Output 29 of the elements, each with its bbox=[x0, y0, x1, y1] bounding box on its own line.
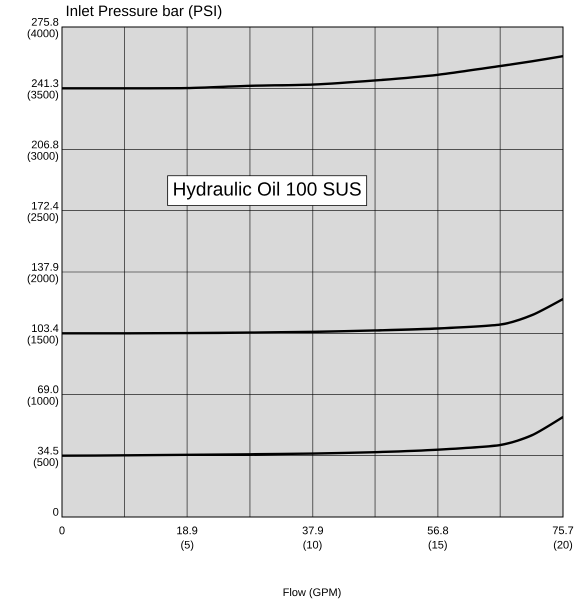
x2-tick-label: (10) bbox=[303, 540, 322, 551]
x-tick-label: 37.9 bbox=[302, 526, 324, 534]
y2-tick-label: (4000) bbox=[28, 29, 58, 40]
y2-tick-label: (1500) bbox=[28, 335, 58, 346]
y-tick-label: 34.5 bbox=[38, 446, 58, 455]
y-tick-label: 103.4 bbox=[32, 324, 58, 332]
x-tick-label: 56.8 bbox=[428, 526, 448, 534]
x2-tick-label: (5) bbox=[181, 540, 194, 551]
chart-title: Inlet Pressure bar (PSI) bbox=[66, 5, 222, 20]
y2-tick-label: (1000) bbox=[28, 396, 58, 407]
annotation: Hydraulic Oil 100 SUS bbox=[174, 182, 361, 200]
x2-tick-label: (20) bbox=[554, 540, 572, 551]
y2-tick-label: (2500) bbox=[28, 212, 58, 224]
y2-tick-label: (3500) bbox=[28, 90, 58, 101]
y-tick-label: 69.0 bbox=[38, 385, 58, 394]
y2-tick-label: (2000) bbox=[28, 274, 58, 284]
x2-tick-label: (15) bbox=[428, 540, 447, 551]
y2-tick-label: (500) bbox=[34, 458, 58, 468]
y2-tick-label: (3000) bbox=[28, 152, 58, 162]
y-tick-label: 0 bbox=[53, 508, 58, 516]
x-axis-title: Flow (GPM) bbox=[284, 588, 341, 598]
y-tick-label: 241.3 bbox=[32, 79, 58, 88]
x-tick-label: 0 bbox=[59, 526, 65, 534]
y-tick-label: 172.4 bbox=[32, 202, 58, 210]
x-tick-label: 18.9 bbox=[177, 526, 198, 534]
x-tick-label: 75.7 bbox=[552, 526, 574, 534]
y-tick-label: 275.8 bbox=[32, 18, 58, 26]
y-tick-label: 206.8 bbox=[32, 140, 58, 148]
y-tick-label: 137.9 bbox=[32, 263, 58, 271]
